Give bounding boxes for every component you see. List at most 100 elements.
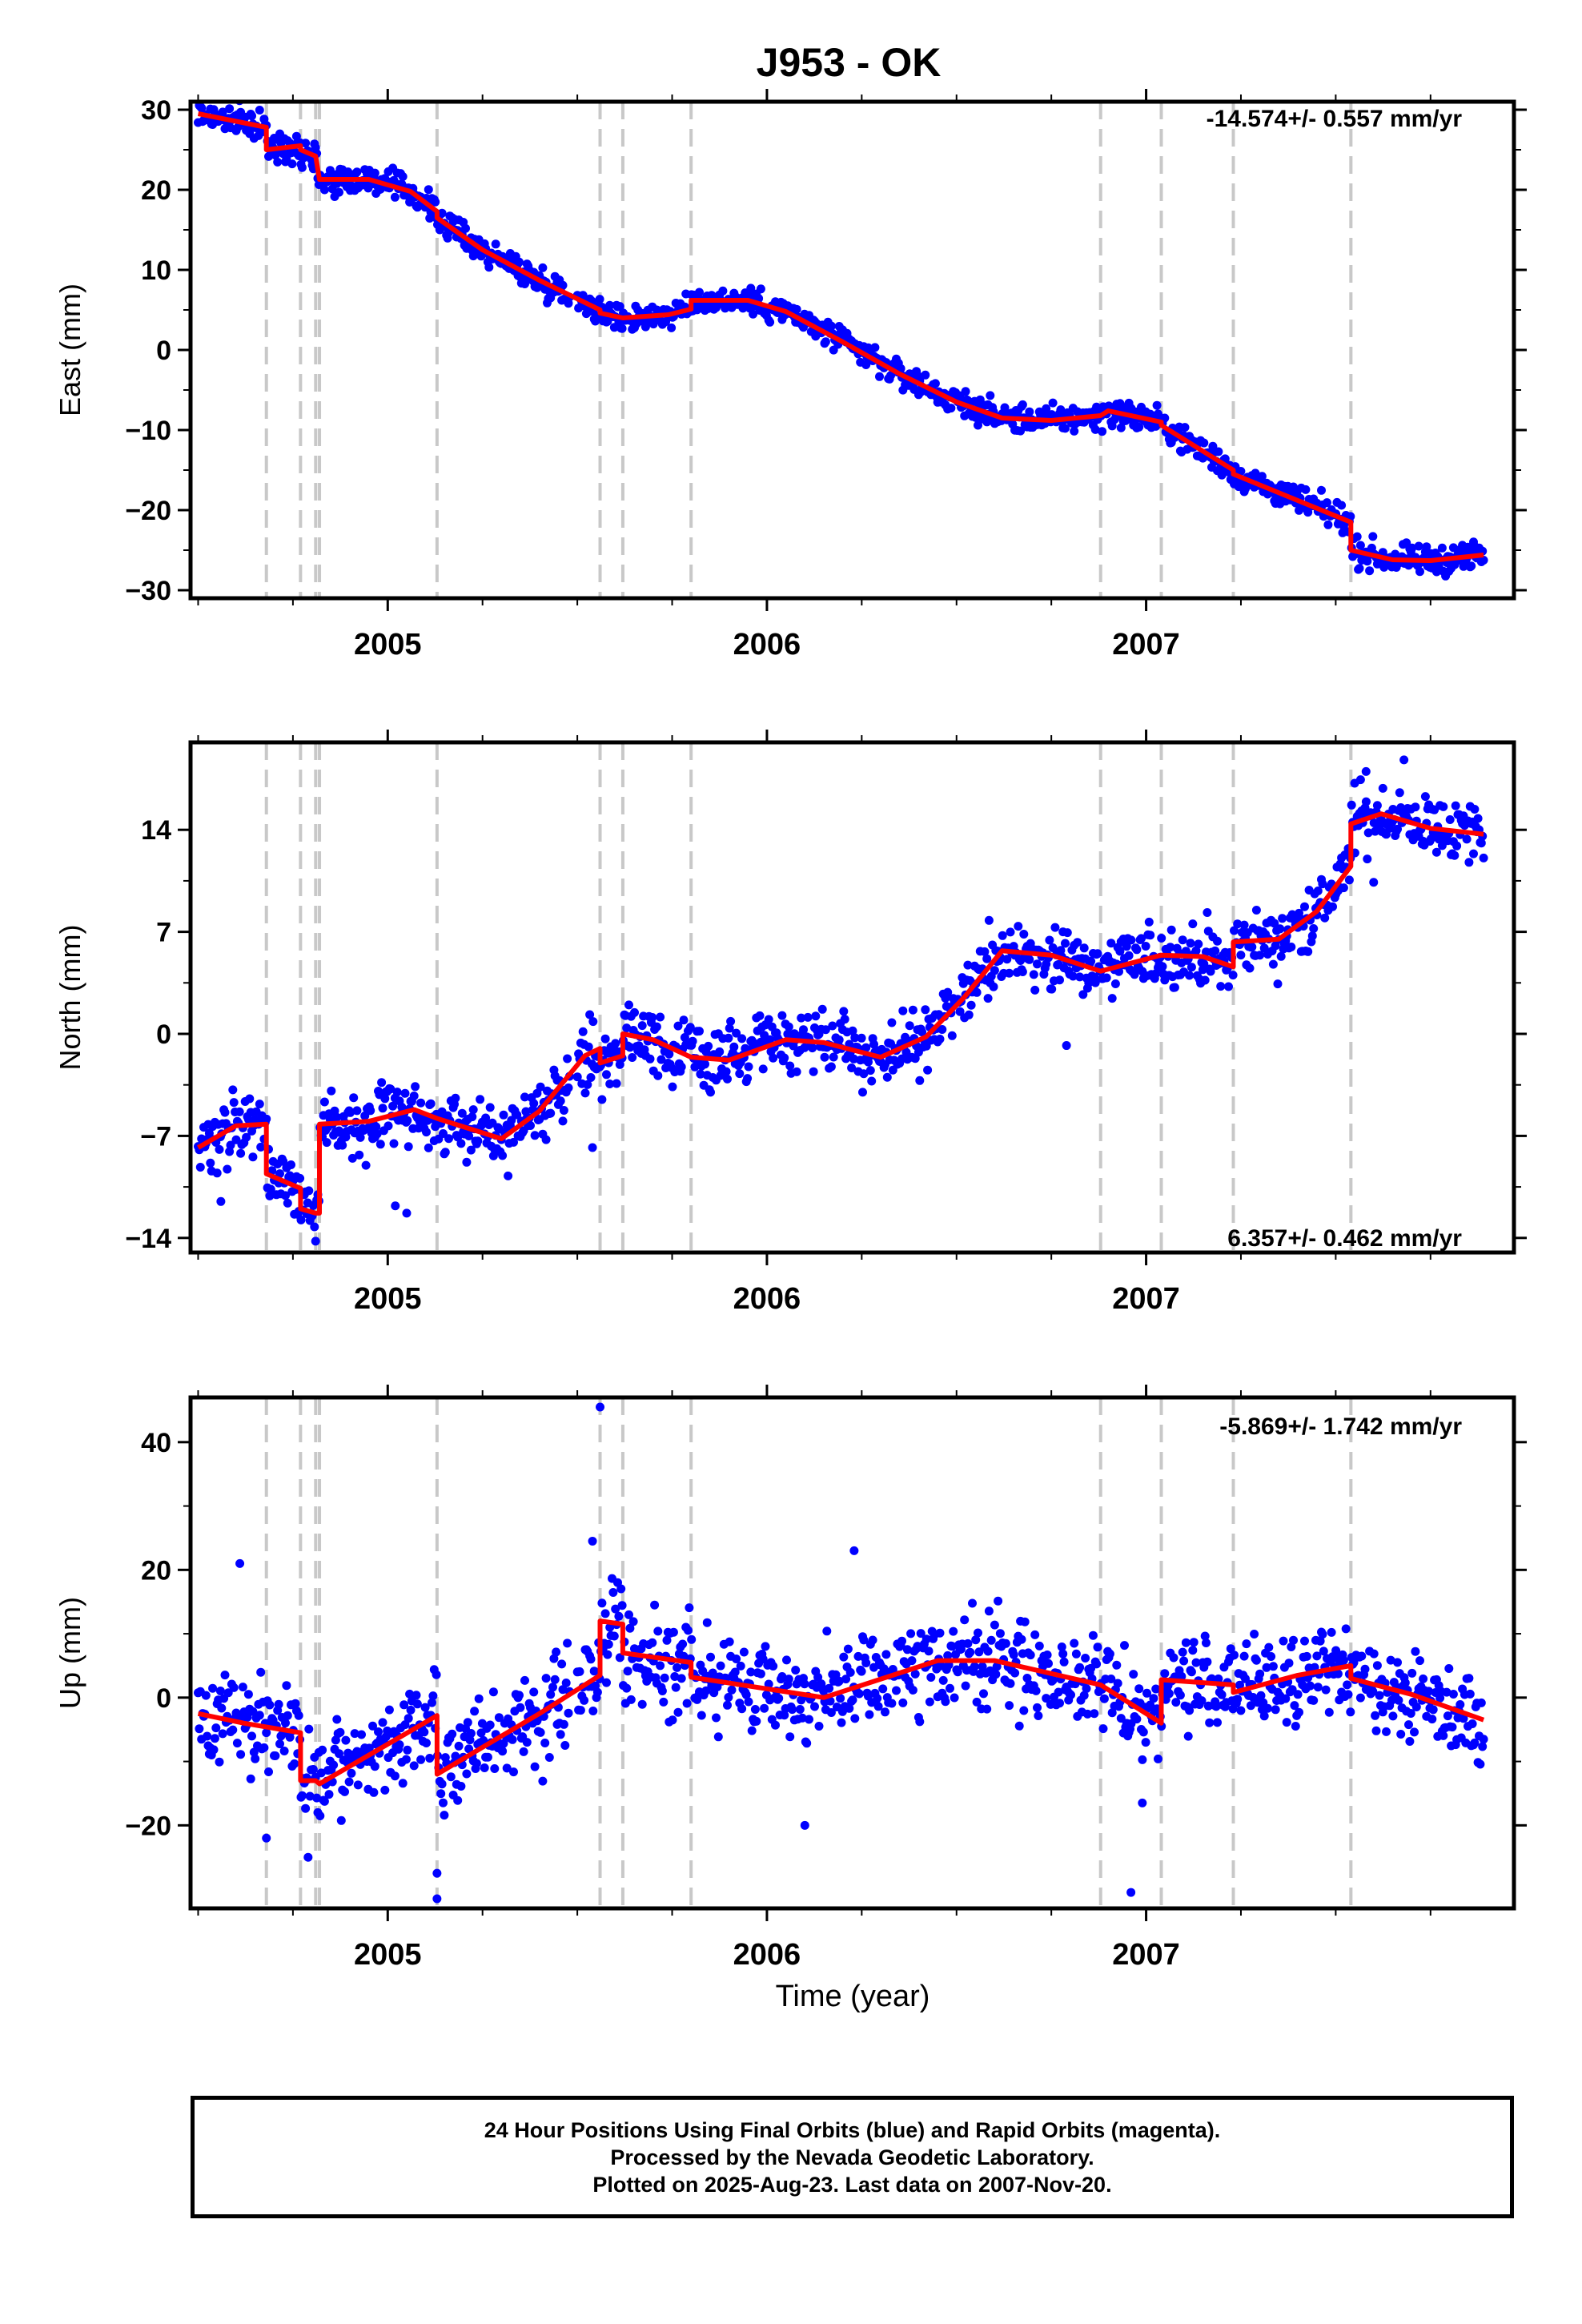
data-point [1146,931,1155,940]
data-point [463,1718,472,1727]
data-point [509,1137,518,1147]
data-point [750,1705,760,1714]
data-point [488,1151,498,1160]
data-point [1393,824,1402,834]
data-point [353,1780,363,1790]
outlier-point [262,1833,271,1843]
data-point [437,208,447,218]
data-point [383,1121,393,1131]
data-point [588,1017,598,1027]
data-point [756,284,765,294]
data-point [1088,1630,1098,1640]
data-point [765,1035,775,1044]
x-tick-label: 2007 [1112,1938,1180,1972]
data-point [625,1043,635,1052]
data-point [1075,1663,1085,1672]
data-point [811,1011,821,1021]
data-point [668,1082,677,1092]
data-point [845,1667,855,1677]
data-point [1363,557,1372,566]
data-point [839,1652,849,1662]
data-point [916,1629,926,1638]
data-point [1313,1683,1323,1692]
data-point [1149,1694,1158,1703]
data-point [1217,1690,1227,1699]
data-point [1465,1689,1475,1699]
data-point [1415,1656,1424,1666]
data-point [990,966,999,975]
data-point [406,1705,416,1715]
data-point [1355,564,1364,573]
data-point [1320,913,1330,923]
data-point [1369,1649,1379,1659]
data-point [226,1140,235,1150]
data-point [576,1706,585,1715]
data-point [930,379,940,388]
data-point [839,1007,849,1016]
data-point [797,1713,807,1723]
y-tick-label: −30 [125,576,171,606]
data-point [451,1093,460,1103]
data-point [907,1656,917,1666]
data-point [1341,1624,1351,1634]
data-point [702,1618,712,1627]
data-point [989,982,998,991]
y-tick-label: 10 [141,255,171,286]
data-point [800,1043,809,1052]
data-point [308,1765,318,1774]
data-point [228,1725,238,1735]
data-point [256,1667,266,1677]
data-point [1068,971,1078,981]
data-point [266,1184,275,1194]
data-point [615,1653,624,1663]
data-point [1025,955,1034,964]
data-point [1045,935,1054,945]
data-point [1321,1685,1331,1695]
data-point [559,1106,568,1115]
data-point [275,1739,284,1749]
data-point [283,1711,292,1720]
data-point [360,1111,370,1120]
data-point [600,1609,610,1618]
data-point [782,1655,791,1665]
data-point [1090,1709,1099,1719]
data-point [204,1128,214,1138]
data-point [1309,1695,1319,1705]
data-point [941,1697,950,1707]
data-point [732,1655,741,1663]
data-point [583,1080,592,1089]
data-point [1186,963,1196,972]
data-point [1026,1651,1035,1660]
data-point [437,1779,447,1789]
data-point [656,1055,666,1064]
data-point [206,1158,215,1168]
data-point [1395,788,1404,798]
data-point [1009,1650,1018,1659]
data-point [685,1023,695,1032]
data-point [559,1719,568,1729]
data-point [1138,1755,1147,1764]
data-point [195,1724,204,1734]
rate-label: -14.574+/- 0.557 mm/yr [1207,106,1463,132]
data-point [255,106,264,115]
data-point [377,1078,387,1088]
data-point [867,1076,877,1086]
data-point [265,1191,275,1200]
up-panel: 40 20 0 −20 2005 2006 2007 Up (mm) -5.869+/- 1.7… [54,1385,1527,1972]
data-point [454,1741,464,1751]
data-point [1437,543,1447,553]
data-point [938,1675,948,1685]
data-point [561,1679,571,1687]
data-point [297,163,307,172]
data-point [682,1699,692,1708]
data-point [908,1005,917,1015]
x-axis-label: Time (year) [776,1980,930,2013]
data-point [764,1679,773,1689]
data-point [282,1681,291,1691]
data-point [1323,520,1333,529]
data-point [1300,1636,1309,1646]
y-axis-label: Up (mm) [54,1597,86,1709]
data-point [1170,983,1179,992]
data-point [1126,935,1136,945]
data-point [281,1191,290,1200]
